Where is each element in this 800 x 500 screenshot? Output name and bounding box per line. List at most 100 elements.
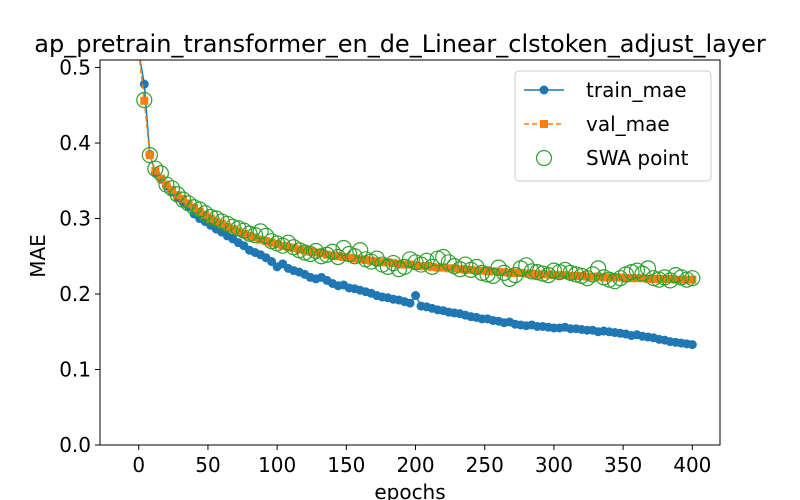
val-mae-point: [262, 237, 271, 246]
val-mae-point: [616, 273, 625, 282]
val-mae-point: [284, 243, 293, 252]
val-mae-point: [494, 268, 503, 277]
swa-point: [141, 147, 158, 164]
val-mae-point: [594, 272, 603, 281]
val-mae-point: [461, 265, 470, 274]
axes-frame: [99, 59, 721, 446]
x-tick-label: 350: [604, 453, 642, 477]
val-mae-point: [411, 261, 420, 270]
legend-val-marker: [540, 120, 548, 128]
legend-label: val_mae: [586, 112, 670, 136]
swa-point: [490, 259, 507, 276]
swa-point: [590, 260, 607, 277]
val-mae-point: [561, 271, 569, 280]
swa-point: [296, 244, 313, 261]
swa-point: [324, 243, 341, 260]
val-mae-point: [450, 264, 459, 273]
val-mae-point: [145, 151, 154, 160]
val-mae-point: [472, 266, 481, 275]
x-tick-label: 150: [327, 453, 365, 477]
swa-point: [545, 262, 563, 279]
swa-point: [678, 271, 695, 288]
train-mae-point: [411, 291, 421, 301]
val-mae-point: [339, 253, 348, 262]
val-mae-point: [688, 275, 697, 284]
plot-area: [135, 60, 701, 350]
val-mae-point: [345, 253, 354, 262]
val-mae-point: [572, 271, 581, 280]
val-mae-point: [383, 258, 392, 267]
swa-point: [501, 270, 518, 288]
swa-point: [152, 165, 169, 182]
swa-point: [684, 270, 701, 287]
val-mae-point: [671, 275, 680, 284]
val-mae-point: [322, 250, 331, 259]
swa-point: [158, 176, 175, 193]
x-tick-label: 50: [195, 453, 220, 477]
swa-point: [584, 266, 601, 283]
val-mae-point: [389, 259, 398, 268]
swa-point: [368, 250, 385, 267]
swa-point: [562, 264, 579, 281]
swa-point: [252, 223, 269, 240]
swa-point: [335, 239, 352, 257]
val-mae-point: [627, 274, 636, 283]
x-axis-label: epochs: [374, 480, 445, 500]
x-tick-label: 250: [466, 453, 504, 477]
y-tick-label: 0.5: [59, 56, 91, 80]
val-mae-point: [649, 274, 658, 283]
swa-point: [424, 258, 441, 275]
swa-point: [379, 258, 396, 275]
series-layer: [135, 60, 701, 350]
val-mae-point: [406, 260, 414, 269]
legend: train_mae val_mae SWA point: [514, 70, 712, 182]
swa-point: [385, 254, 402, 272]
val-mae-point: [361, 256, 370, 265]
swa-point: [567, 266, 585, 283]
x-tick-label: 100: [258, 453, 296, 477]
val-mae-point: [300, 246, 309, 255]
legend-train-marker: [539, 85, 549, 95]
val-mae-point: [422, 262, 431, 271]
val-mae-point: [372, 257, 381, 266]
swa-point: [418, 252, 435, 269]
axes: 0 50 100 150 200 250 300 350 400 0.0 0.1 0.2 0.3 0.4 0…: [59, 56, 721, 477]
val-mae-point: [151, 166, 160, 175]
val-mae-point: [549, 271, 558, 280]
swa-point: [468, 258, 485, 275]
val-mae-point: [444, 264, 453, 273]
val-mae-point: [610, 273, 619, 282]
val-mae-point: [278, 241, 287, 250]
swa-point: [224, 218, 241, 235]
legend-box: [514, 70, 712, 182]
swa-point: [163, 180, 181, 197]
swa-point: [579, 270, 596, 287]
val-mae-point: [184, 199, 193, 208]
val-mae-point: [599, 273, 608, 282]
swa-point: [645, 270, 662, 287]
val-mae-point: [588, 272, 597, 281]
val-mae-point: [489, 267, 498, 276]
swa-point: [457, 256, 474, 273]
val-mae-point: [251, 233, 259, 242]
swa-point: [529, 264, 546, 281]
val-mae-point: [367, 256, 376, 265]
legend-swa-marker: [535, 149, 553, 167]
train-mae-point: [405, 298, 415, 308]
val-mae-point: [394, 259, 403, 268]
x-tick-label: 300: [535, 453, 573, 477]
val-mae-point: [273, 240, 282, 249]
val-mae-point: [433, 263, 442, 272]
y-tick-label: 0.4: [59, 131, 91, 155]
swa-point: [191, 201, 208, 218]
val-mae-point: [638, 274, 647, 283]
val-mae-point: [605, 273, 614, 282]
val-mae-point: [544, 270, 553, 279]
swa-point: [435, 248, 452, 266]
swa-point: [329, 248, 347, 266]
swa-point: [451, 261, 468, 278]
swa-point: [634, 265, 651, 282]
val-mae-point: [655, 274, 664, 283]
val-mae-point: [505, 268, 514, 277]
swa-point: [601, 271, 618, 288]
